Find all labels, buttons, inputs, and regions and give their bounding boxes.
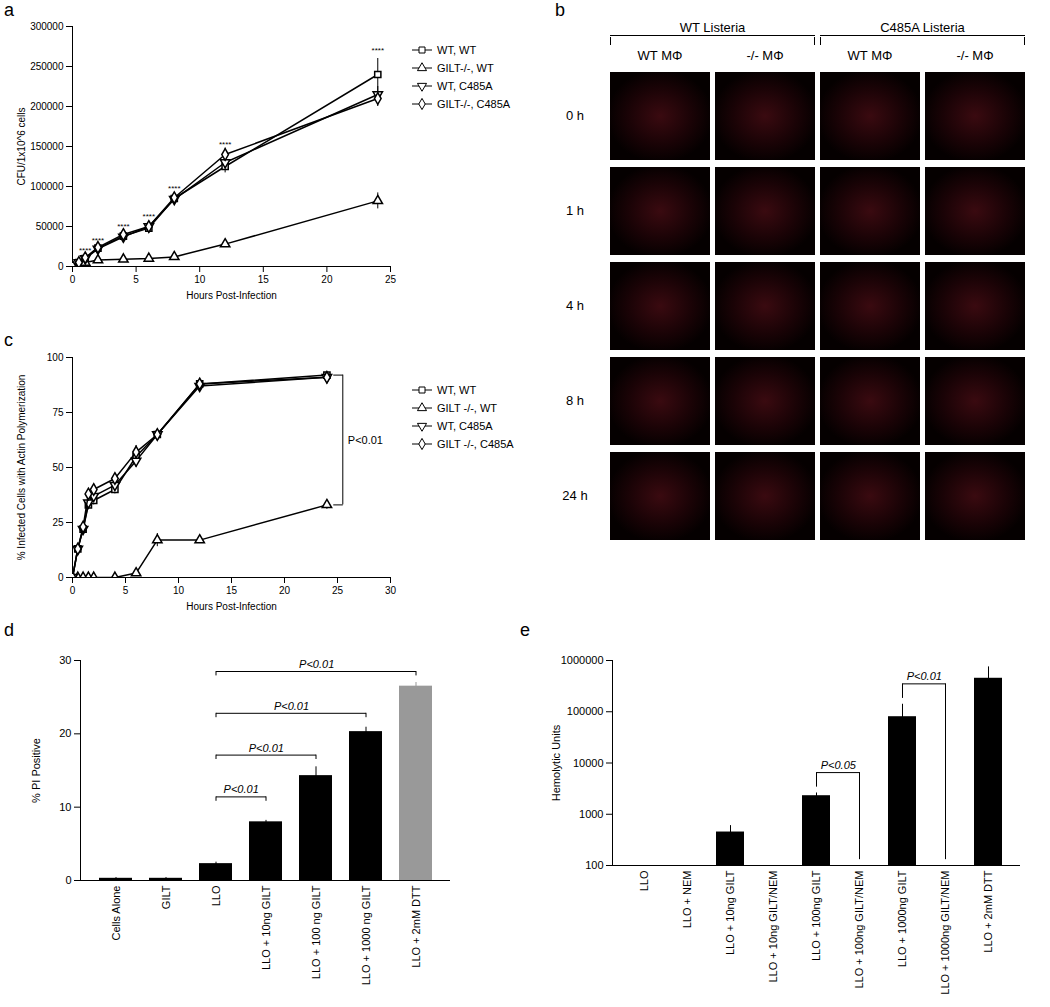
svg-text:0: 0 (70, 585, 76, 596)
svg-text:25: 25 (332, 585, 344, 596)
svg-text:****: **** (143, 212, 155, 221)
svg-text:P<0.05: P<0.05 (821, 759, 857, 771)
svg-text:****: **** (117, 222, 129, 231)
svg-text:0: 0 (65, 874, 71, 886)
svg-text:LLO + 10ng GILT/NEM: LLO + 10ng GILT/NEM (767, 871, 779, 983)
html-text:c: c (4, 330, 13, 350)
svg-text:30: 30 (59, 654, 71, 666)
svg-text:Hours Post-Infection: Hours Post-Infection (186, 601, 277, 612)
svg-text:100000: 100000 (567, 705, 604, 717)
html-text:d: d (4, 620, 14, 640)
svg-text:300000: 300000 (30, 21, 64, 32)
svg-text:0: 0 (58, 572, 64, 583)
html-text:1 h: 1 h (566, 203, 584, 218)
svg-text:LLO + 1000ng GILT: LLO + 1000ng GILT (896, 870, 908, 967)
svg-text:30: 30 (385, 585, 397, 596)
svg-text:GILT: GILT (160, 885, 172, 909)
svg-text:75: 75 (52, 407, 64, 418)
svg-text:250000: 250000 (30, 61, 64, 72)
svg-text:Hemolytic Units: Hemolytic Units (550, 724, 562, 801)
svg-text:****: **** (79, 246, 91, 255)
svg-text:P<0.01: P<0.01 (907, 670, 942, 682)
html-text:WT MΦ: WT MΦ (637, 48, 683, 63)
svg-text:200000: 200000 (30, 101, 64, 112)
svg-text:LLO + 1000 ng GILT: LLO + 1000 ng GILT (360, 885, 372, 985)
svg-text:15: 15 (258, 274, 270, 285)
svg-text:P<0.01: P<0.01 (348, 434, 383, 446)
svg-text:LLO + 100 ng GILT: LLO + 100 ng GILT (310, 885, 322, 979)
svg-text:LLO + NEM: LLO + NEM (681, 871, 693, 929)
html-text:0 h: 0 h (566, 108, 584, 123)
svg-text:10: 10 (194, 274, 206, 285)
svg-text:LLO + 2mM DTT: LLO + 2mM DTT (982, 870, 994, 952)
svg-text:20: 20 (321, 274, 333, 285)
svg-text:Cells Alone: Cells Alone (110, 886, 122, 941)
svg-text:25: 25 (52, 517, 64, 528)
svg-text:% PI Positive: % PI Positive (30, 738, 42, 803)
svg-text:LLO + 2mM DTT: LLO + 2mM DTT (410, 885, 422, 967)
html-text:-/- MΦ: -/- MΦ (746, 48, 784, 63)
svg-text:GILT -/-, C485A: GILT -/-, C485A (437, 438, 514, 450)
svg-text:1000: 1000 (579, 808, 603, 820)
html-text:8 h: 8 h (566, 393, 584, 408)
svg-text:LLO + 100ng GILT: LLO + 100ng GILT (810, 870, 822, 961)
svg-text:****: **** (372, 46, 384, 55)
svg-text:0: 0 (70, 274, 76, 285)
svg-text:20: 20 (279, 585, 291, 596)
svg-text:LLO + 1000ng GILT/NEM: LLO + 1000ng GILT/NEM (939, 871, 951, 995)
svg-text:LLO + 10ng GILT: LLO + 10ng GILT (260, 885, 272, 970)
svg-text:P<0.01: P<0.01 (274, 700, 309, 712)
svg-text:****: **** (168, 184, 180, 193)
html-text:WT MΦ: WT MΦ (847, 48, 893, 63)
svg-text:25: 25 (385, 274, 397, 285)
svg-text:P<0.01: P<0.01 (249, 742, 284, 754)
svg-text:LLO + 10ng GILT: LLO + 10ng GILT (724, 870, 736, 955)
svg-text:5: 5 (123, 585, 129, 596)
svg-text:20: 20 (59, 727, 71, 739)
svg-text:GILT-/-, WT: GILT-/-, WT (437, 62, 494, 74)
svg-text:5: 5 (133, 274, 139, 285)
svg-text:10: 10 (59, 801, 71, 813)
svg-text:Hours Post-Infection: Hours Post-Infection (186, 290, 277, 301)
svg-text:50: 50 (52, 462, 64, 473)
svg-text:CFU/1x10^6 cells: CFU/1x10^6 cells (16, 107, 27, 185)
svg-text:100: 100 (47, 352, 64, 363)
svg-text:100: 100 (585, 859, 603, 871)
svg-text:100000: 100000 (30, 181, 64, 192)
svg-text:GILT -/-, WT: GILT -/-, WT (437, 402, 497, 414)
svg-text:WT, WT: WT, WT (437, 44, 476, 56)
html-text:e: e (520, 620, 530, 640)
html-text:C485A Listeria: C485A Listeria (880, 20, 965, 35)
svg-text:****: **** (219, 140, 231, 149)
svg-text:WT, WT: WT, WT (437, 384, 476, 396)
html-text:24 h: 24 h (562, 488, 588, 503)
svg-text:WT, C485A: WT, C485A (437, 420, 493, 432)
svg-text:WT, C485A: WT, C485A (437, 80, 493, 92)
svg-text:LLO + 100ng GILT/NEM: LLO + 100ng GILT/NEM (853, 871, 865, 989)
svg-text:50000: 50000 (36, 221, 64, 232)
svg-text:P<0.01: P<0.01 (224, 783, 259, 795)
svg-text:****: **** (92, 236, 104, 245)
svg-text:1000000: 1000000 (561, 654, 604, 666)
svg-text:10000: 10000 (573, 757, 604, 769)
svg-text:LLO: LLO (638, 870, 650, 891)
svg-text:GILT-/-, C485A: GILT-/-, C485A (437, 98, 511, 110)
svg-text:150000: 150000 (30, 141, 64, 152)
html-text:b: b (555, 0, 565, 20)
svg-text:15: 15 (226, 585, 238, 596)
html-text:WT Listeria: WT Listeria (679, 20, 746, 35)
html-text:4 h: 4 h (566, 298, 584, 313)
html-text:-/- MΦ: -/- MΦ (956, 48, 994, 63)
html-text:a: a (4, 0, 14, 20)
svg-text:% Infected Cells with Actin Po: % Infected Cells with Actin Polymerizati… (16, 375, 27, 561)
svg-text:P<0.01: P<0.01 (299, 658, 334, 670)
svg-text:LLO: LLO (210, 885, 222, 906)
svg-text:0: 0 (58, 261, 64, 272)
svg-text:10: 10 (173, 585, 185, 596)
